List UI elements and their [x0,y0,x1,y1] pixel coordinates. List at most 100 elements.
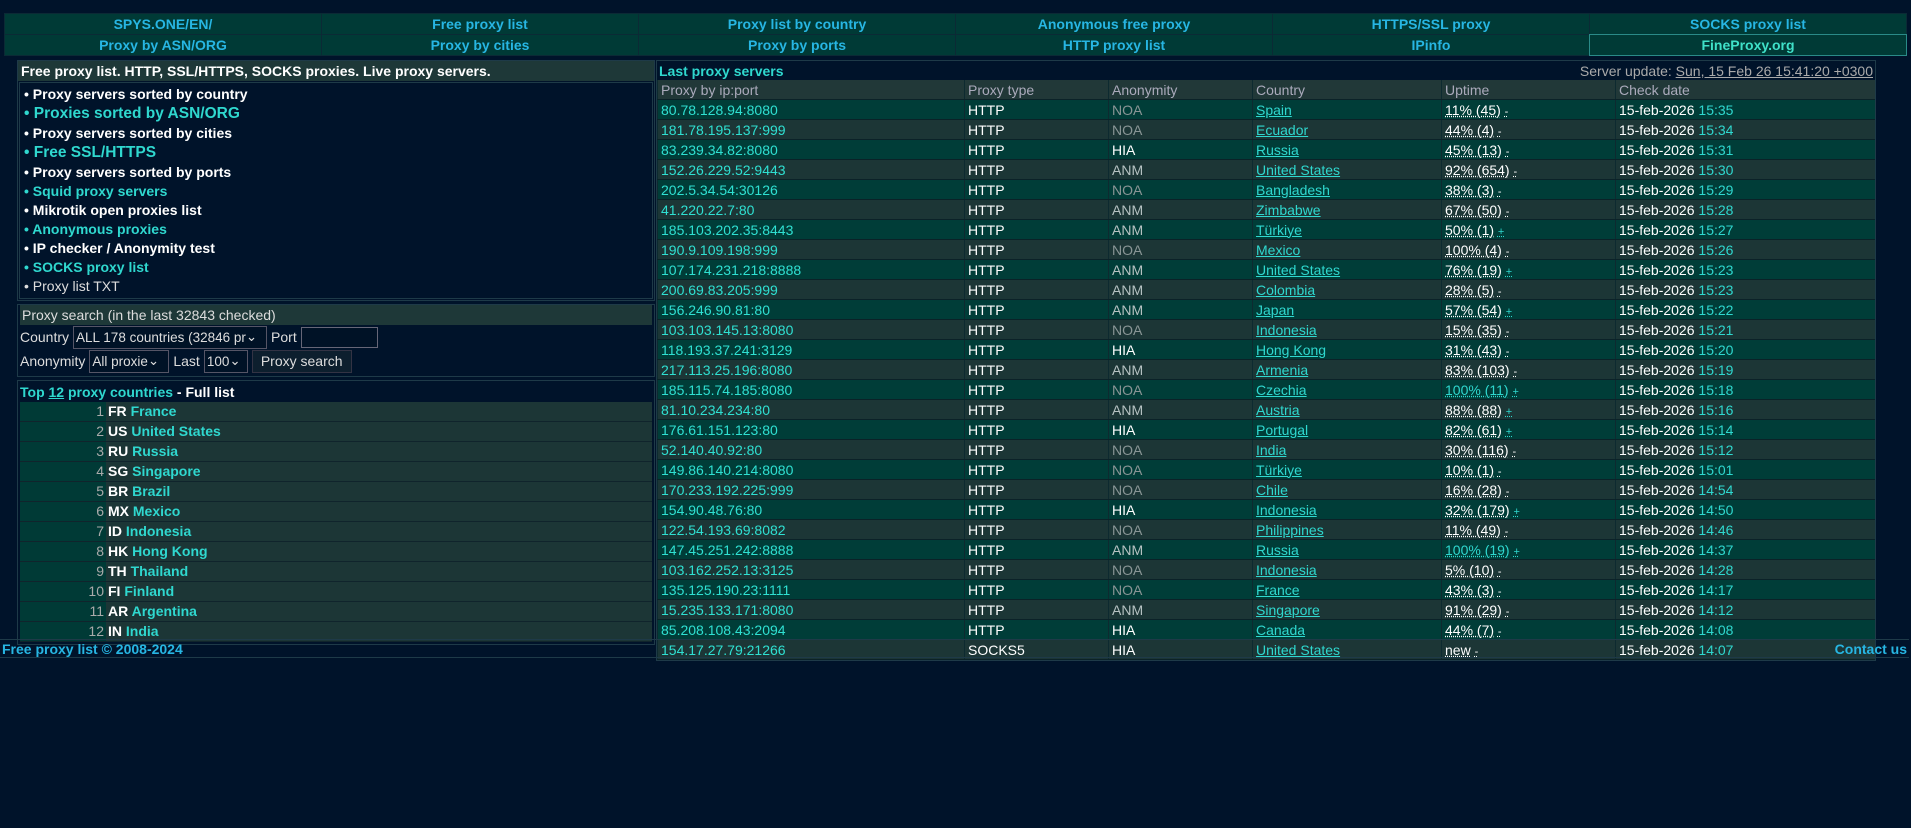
uptime-trend[interactable]: - [1513,165,1518,178]
proxy-ip-port[interactable]: 81.10.234.234:80 [657,399,965,420]
uptime-trend[interactable]: + [1505,265,1513,278]
uptime-link[interactable]: 100% (19) [1445,541,1510,558]
uptime-link[interactable]: 100% (4) [1445,241,1502,258]
uptime-link[interactable]: 30% (116) [1445,441,1509,458]
nav-proxy-by-asn[interactable]: Proxy by ASN/ORG [5,35,321,55]
proxy-ip-port[interactable]: 103.162.252.13:3125 [657,559,965,580]
proxy-ip-port[interactable]: 202.5.34.54:30126 [657,179,965,200]
uptime-trend[interactable]: - [1497,285,1502,298]
uptime-trend[interactable]: - [1497,125,1502,138]
nav-anonymous-free-proxy[interactable]: Anonymous free proxy [956,14,1272,34]
col-anonymity[interactable]: Anonymity [1108,80,1253,100]
proxy-ip-port[interactable]: 154.17.27.79:21266 [657,639,965,660]
uptime-trend[interactable]: - [1505,325,1510,338]
proxy-ip-port[interactable]: 181.78.195.137:999 [657,119,965,140]
country-link[interactable]: Spain [1256,101,1292,118]
uptime-link[interactable]: 32% (179) [1445,501,1510,518]
uptime-trend[interactable]: + [1513,545,1520,558]
country-link[interactable]: Indonesia [1256,321,1317,338]
uptime-link[interactable]: 50% (1) [1445,221,1495,238]
uptime-link[interactable]: 43% (3) [1445,581,1495,598]
country-link[interactable]: Singapore [1256,601,1320,618]
proxy-ip-port[interactable]: 152.26.229.52:9443 [657,159,965,180]
uptime-link[interactable]: 16% (28) [1445,481,1502,498]
country-link[interactable]: United States [1256,641,1341,658]
uptime-trend[interactable]: + [1505,425,1513,438]
uptime-trend[interactable]: - [1505,605,1510,618]
proxy-ip-port[interactable]: 170.233.192.225:999 [657,479,965,500]
uptime-trend[interactable]: + [1497,225,1505,238]
menu-item[interactable]: • Proxies sorted by ASN/ORG [24,105,240,122]
menu-item[interactable]: • Squid proxy servers [24,183,168,199]
proxy-search-button[interactable]: Proxy search [251,349,352,373]
uptime-trend[interactable]: - [1497,185,1502,198]
country-link[interactable]: United States [1256,261,1341,278]
uptime-link[interactable]: new [1445,641,1471,658]
proxy-ip-port[interactable]: 154.90.48.76:80 [657,499,965,520]
proxy-ip-port[interactable]: 135.125.190.23:1111 [657,579,965,600]
country-link[interactable]: Mexico [1256,241,1301,258]
uptime-trend[interactable]: - [1513,365,1518,378]
menu-item[interactable]: • Proxy servers sorted by ports [24,164,232,180]
country-link[interactable]: Ecuador [1256,121,1309,138]
nav-fineproxy[interactable]: FineProxy.org [1589,34,1907,56]
country-link[interactable]: Thailand [130,563,189,579]
uptime-link[interactable]: 11% (45) [1445,101,1501,118]
proxy-ip-port[interactable]: 52.140.40.92:80 [657,439,965,460]
country-link[interactable]: Russia [1256,541,1299,558]
uptime-trend[interactable]: - [1497,465,1502,478]
menu-item[interactable]: • Free SSL/HTTPS [24,144,157,161]
uptime-trend[interactable]: - [1474,645,1479,658]
nav-http-proxy-list[interactable]: HTTP proxy list [956,35,1272,55]
country-link[interactable]: India [1256,441,1287,458]
proxy-ip-port[interactable]: 190.9.109.198:999 [657,239,965,260]
country-link[interactable]: Canada [1256,621,1306,638]
uptime-trend[interactable]: - [1505,245,1510,258]
uptime-trend[interactable]: - [1512,445,1517,458]
uptime-trend[interactable]: - [1505,485,1510,498]
top-count-link[interactable]: 12 [48,384,65,400]
uptime-link[interactable]: 100% (11) [1445,381,1509,398]
proxy-ip-port[interactable]: 103.103.145.13:8080 [657,319,965,340]
country-link[interactable]: Türkiye [1256,461,1302,478]
menu-item[interactable]: • Proxy servers sorted by cities [24,125,233,141]
nav-socks-proxy-list[interactable]: SOCKS proxy list [1590,14,1906,34]
uptime-trend[interactable]: - [1497,565,1502,578]
country-link[interactable]: Russia [132,443,179,459]
contact-us-link[interactable]: Contact us [1834,640,1907,657]
country-link[interactable]: Finland [124,583,175,599]
col-uptime[interactable]: Uptime [1441,80,1616,100]
country-link[interactable]: Armenia [1256,361,1309,378]
uptime-link[interactable]: 11% (49) [1445,521,1501,538]
uptime-link[interactable]: 67% (50) [1445,201,1502,218]
proxy-ip-port[interactable]: 85.208.108.43:2094 [657,619,965,640]
uptime-trend[interactable]: - [1504,525,1509,538]
country-link[interactable]: Bangladesh [1256,181,1330,198]
last-select[interactable]: 100 ⌄ [203,349,248,373]
uptime-link[interactable]: 31% (43) [1445,341,1502,358]
nav-ipinfo[interactable]: IPinfo [1273,35,1589,55]
nav-proxy-by-ports[interactable]: Proxy by ports [639,35,955,55]
proxy-ip-port[interactable]: 118.193.37.241:3129 [657,339,965,360]
nav-proxy-list-by-country[interactable]: Proxy list by country [639,14,955,34]
uptime-trend[interactable]: + [1505,405,1513,418]
uptime-trend[interactable]: - [1505,145,1510,158]
country-link[interactable]: Mexico [132,503,181,519]
proxy-ip-port[interactable]: 122.54.193.69:8082 [657,519,965,540]
uptime-trend[interactable]: - [1504,105,1509,118]
uptime-link[interactable]: 44% (4) [1445,121,1495,138]
country-link[interactable]: Chile [1256,481,1288,498]
uptime-trend[interactable]: - [1505,345,1510,358]
nav-free-proxy-list[interactable]: Free proxy list [322,14,638,34]
country-link[interactable]: Russia [1256,141,1299,158]
uptime-link[interactable]: 15% (35) [1445,321,1502,338]
menu-item[interactable]: • IP checker / Anonymity test [24,240,215,256]
menu-item[interactable]: • Proxy list TXT [24,278,120,294]
nav-proxy-by-cities[interactable]: Proxy by cities [322,35,638,55]
country-link[interactable]: Argentina [131,603,197,619]
port-input[interactable] [300,326,378,348]
proxy-ip-port[interactable]: 156.246.90.81:80 [657,299,965,320]
uptime-link[interactable]: 82% (61) [1445,421,1502,438]
uptime-link[interactable]: 5% (10) [1445,561,1495,578]
uptime-link[interactable]: 76% (19) [1445,261,1502,278]
